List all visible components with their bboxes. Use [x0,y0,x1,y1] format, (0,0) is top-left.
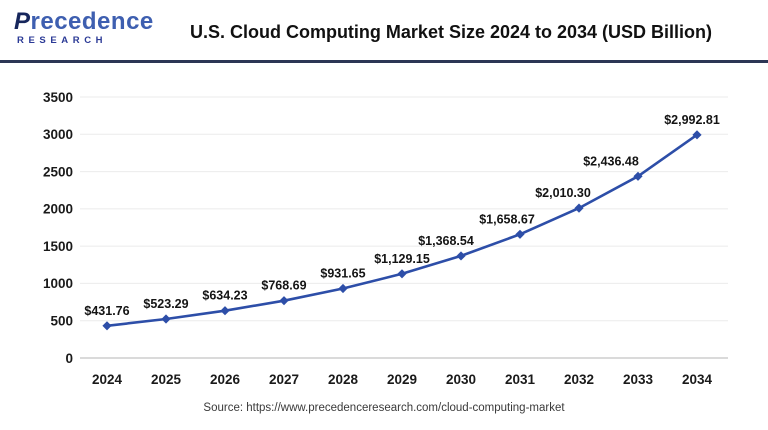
x-axis-tick-label: 2024 [92,372,123,387]
data-point-marker [338,283,348,294]
brand-initial: P [14,8,31,35]
y-axis-tick-label: 0 [65,351,73,366]
x-axis-tick-label: 2033 [623,372,654,387]
data-point-label: $931.65 [320,267,365,281]
source-text: Source: https://www.precedenceresearch.c… [203,402,565,414]
y-axis-tick-label: 500 [50,314,73,329]
data-point-marker [279,296,289,306]
data-point-label: $634.23 [202,289,247,303]
brand-subtext: RESEARCH [17,35,108,47]
x-axis-tick-label: 2034 [682,372,713,387]
x-axis-tick-label: 2028 [328,372,359,387]
y-axis-tick-label: 1500 [43,239,73,254]
x-axis-tick-label: 2029 [387,372,417,387]
y-axis-tick-label: 2500 [43,164,73,179]
x-axis-tick-label: 2030 [446,372,476,387]
data-point-marker [397,269,407,279]
line-chart: 0 500 1000 1500 2000 2500 3000 3500 2024 2025 2026… [43,90,728,387]
brand-rest: recedence [30,8,154,35]
x-axis-tick-label: 2027 [269,372,299,387]
data-point-label: $431.76 [84,304,129,318]
brand-logo: Precedence RESEARCH [14,9,154,46]
data-point-marker [161,314,171,324]
y-axis-tick-label: 1000 [43,276,73,291]
chart-title: U.S. Cloud Computing Market Size 2024 to… [189,22,713,42]
header-divider [0,60,768,63]
data-point-label: $523.29 [143,297,188,311]
data-point-label: $2,010.30 [535,186,591,200]
x-axis-tick-label: 2031 [505,372,536,387]
header: Precedence RESEARCH U.S. Cloud Computing… [0,0,768,60]
data-point-marker [220,306,230,316]
brand-name: Precedence [14,9,154,34]
data-point-label: $768.69 [261,279,306,293]
x-axis-tick-label: 2032 [564,372,594,387]
data-point-marker [574,203,584,213]
data-point-label: $2,992.81 [664,113,720,127]
data-point-marker [515,229,525,239]
data-point-label: $1,658.67 [479,212,535,226]
y-axis-tick-label: 2000 [43,202,73,217]
data-point-label: $2,436.48 [583,154,639,168]
data-point-label: $1,368.54 [418,234,474,248]
x-axis-tick-label: 2025 [151,372,182,387]
x-axis-tick-label: 2026 [210,372,241,387]
data-point-marker [633,171,643,181]
data-point-label: $1,129.15 [374,252,430,266]
y-axis-tick-label: 3500 [43,90,73,105]
data-point-marker [456,251,466,261]
y-axis-tick-label: 3000 [43,127,73,142]
data-point-marker [102,321,112,331]
